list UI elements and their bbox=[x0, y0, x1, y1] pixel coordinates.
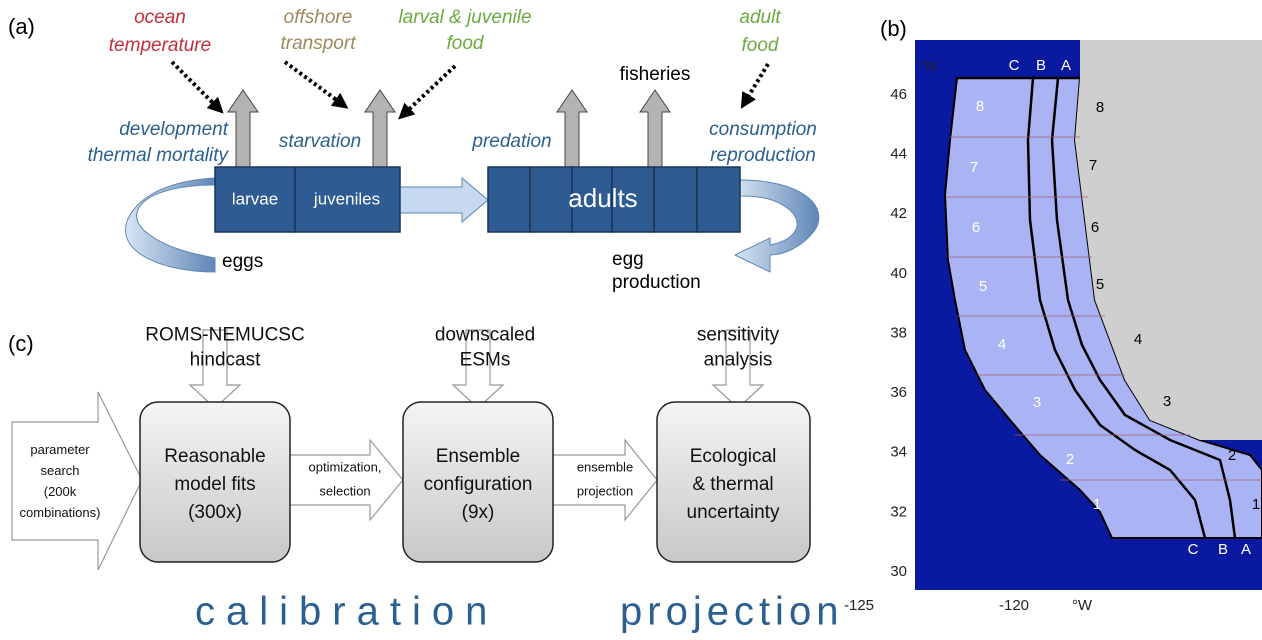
region-boundaries bbox=[946, 136, 1262, 481]
box-label: configuration bbox=[424, 474, 533, 495]
land bbox=[1075, 40, 1262, 440]
lon-tick-label: -125 bbox=[844, 597, 874, 614]
egg-production: egg bbox=[612, 249, 644, 270]
zone-label: C bbox=[1188, 541, 1199, 558]
stage-boxes bbox=[214, 166, 741, 233]
region-label: 3 bbox=[1033, 394, 1041, 411]
stage: adults bbox=[568, 183, 637, 213]
process: starvation bbox=[279, 131, 361, 152]
region-label: 1 bbox=[1093, 496, 1101, 513]
lon-tick-label: -120 bbox=[999, 597, 1029, 614]
input-arrows bbox=[11, 329, 765, 571]
input-label: ESMs bbox=[460, 350, 511, 371]
lat-tick-label: 32 bbox=[890, 503, 907, 520]
phase: calibration bbox=[195, 590, 498, 634]
zone-label: C bbox=[1009, 57, 1020, 74]
lat-tick-label: 46 bbox=[890, 86, 907, 103]
lat-unit: °N bbox=[920, 58, 937, 75]
dotted-arrows bbox=[170, 60, 770, 120]
region-label: 6 bbox=[972, 219, 980, 236]
stage: juveniles bbox=[313, 189, 380, 208]
link-label: selection bbox=[319, 483, 370, 498]
box-label: (9x) bbox=[462, 502, 495, 523]
region-label: 4 bbox=[1134, 331, 1142, 348]
egg-production: production bbox=[612, 272, 701, 293]
driver: larval & juvenile bbox=[398, 7, 531, 28]
zone-label: B bbox=[1036, 57, 1046, 74]
box-label: & thermal bbox=[692, 474, 773, 495]
driver: temperature bbox=[109, 35, 211, 56]
region-label: 3 bbox=[1163, 393, 1171, 410]
region-label: 7 bbox=[970, 159, 978, 176]
zone-label: B bbox=[1218, 541, 1228, 558]
region-label: 8 bbox=[1096, 99, 1104, 116]
link-label: projection bbox=[577, 483, 633, 498]
fisheries: fisheries bbox=[620, 64, 691, 85]
box-label: Ecological bbox=[690, 446, 777, 467]
process-boxes bbox=[139, 401, 811, 563]
growth-arrow bbox=[399, 176, 489, 224]
box-label: Reasonable bbox=[164, 446, 265, 467]
box-label: (300x) bbox=[188, 502, 242, 523]
process: reproduction bbox=[710, 145, 816, 166]
box-label: uncertainty bbox=[687, 502, 780, 523]
lat-tick-label: 38 bbox=[890, 324, 907, 341]
zone-label: A bbox=[1061, 57, 1071, 74]
driver: food bbox=[447, 33, 485, 54]
input-label: analysis bbox=[704, 350, 773, 371]
loss-arrows bbox=[227, 89, 671, 168]
link-label: ensemble bbox=[577, 459, 633, 474]
lat-tick-label: 42 bbox=[890, 205, 907, 222]
stage: larvae bbox=[232, 189, 278, 208]
input-label: hindcast bbox=[190, 350, 261, 371]
panel-label: (c) bbox=[8, 331, 34, 356]
link-label: optimization, bbox=[309, 459, 382, 474]
process: consumption bbox=[709, 119, 817, 140]
process: predation bbox=[471, 131, 551, 152]
driver: adult bbox=[739, 7, 781, 28]
lon-unit: °W bbox=[1072, 597, 1093, 614]
egg-arrow bbox=[733, 179, 820, 273]
box-label: model fits bbox=[174, 474, 255, 495]
lat-tick-label: 30 bbox=[890, 563, 907, 580]
region-label: 1 bbox=[1252, 496, 1260, 513]
driver: transport bbox=[281, 33, 357, 54]
region-label: 5 bbox=[1096, 276, 1104, 293]
driver: offshore bbox=[284, 7, 353, 28]
region-label: 7 bbox=[1089, 157, 1097, 174]
input-label: downscaled bbox=[435, 325, 535, 346]
start-label: combinations) bbox=[20, 505, 101, 520]
lat-tick-label: 44 bbox=[890, 146, 907, 163]
eggs: eggs bbox=[222, 251, 263, 272]
lat-tick-label: 34 bbox=[890, 444, 907, 461]
phase: projection bbox=[620, 590, 843, 634]
zone-label: A bbox=[1241, 541, 1251, 558]
region-label: 5 bbox=[979, 278, 987, 295]
input-label: ROMS-NEMUCSC bbox=[145, 325, 304, 346]
region-label: 2 bbox=[1066, 451, 1074, 468]
start-label: parameter bbox=[30, 442, 90, 457]
region-label: 2 bbox=[1228, 447, 1236, 464]
process: development bbox=[119, 119, 229, 140]
driver: food bbox=[742, 35, 780, 56]
driver: ocean bbox=[134, 7, 186, 28]
lat-tick-label: 40 bbox=[890, 265, 907, 282]
panel-label: (a) bbox=[8, 14, 35, 39]
process: thermal mortality bbox=[88, 145, 230, 166]
lat-tick-label: 36 bbox=[890, 384, 907, 401]
panel-label: (b) bbox=[880, 16, 907, 41]
region-label: 4 bbox=[998, 336, 1006, 353]
input-label: sensitivity bbox=[697, 325, 780, 346]
start-label: search bbox=[40, 463, 79, 478]
panel-a: (a) ocean temperature offshore transport… bbox=[8, 7, 820, 293]
panel-c: (c) ROMS-NEMUCSC hindcast downscaled ESMs se… bbox=[8, 325, 843, 634]
region-label: 8 bbox=[976, 98, 984, 115]
region-label: 6 bbox=[1091, 219, 1099, 236]
egg-arrow bbox=[125, 177, 216, 273]
start-label: (200k bbox=[44, 484, 77, 499]
box-label: Ensemble bbox=[436, 446, 521, 467]
